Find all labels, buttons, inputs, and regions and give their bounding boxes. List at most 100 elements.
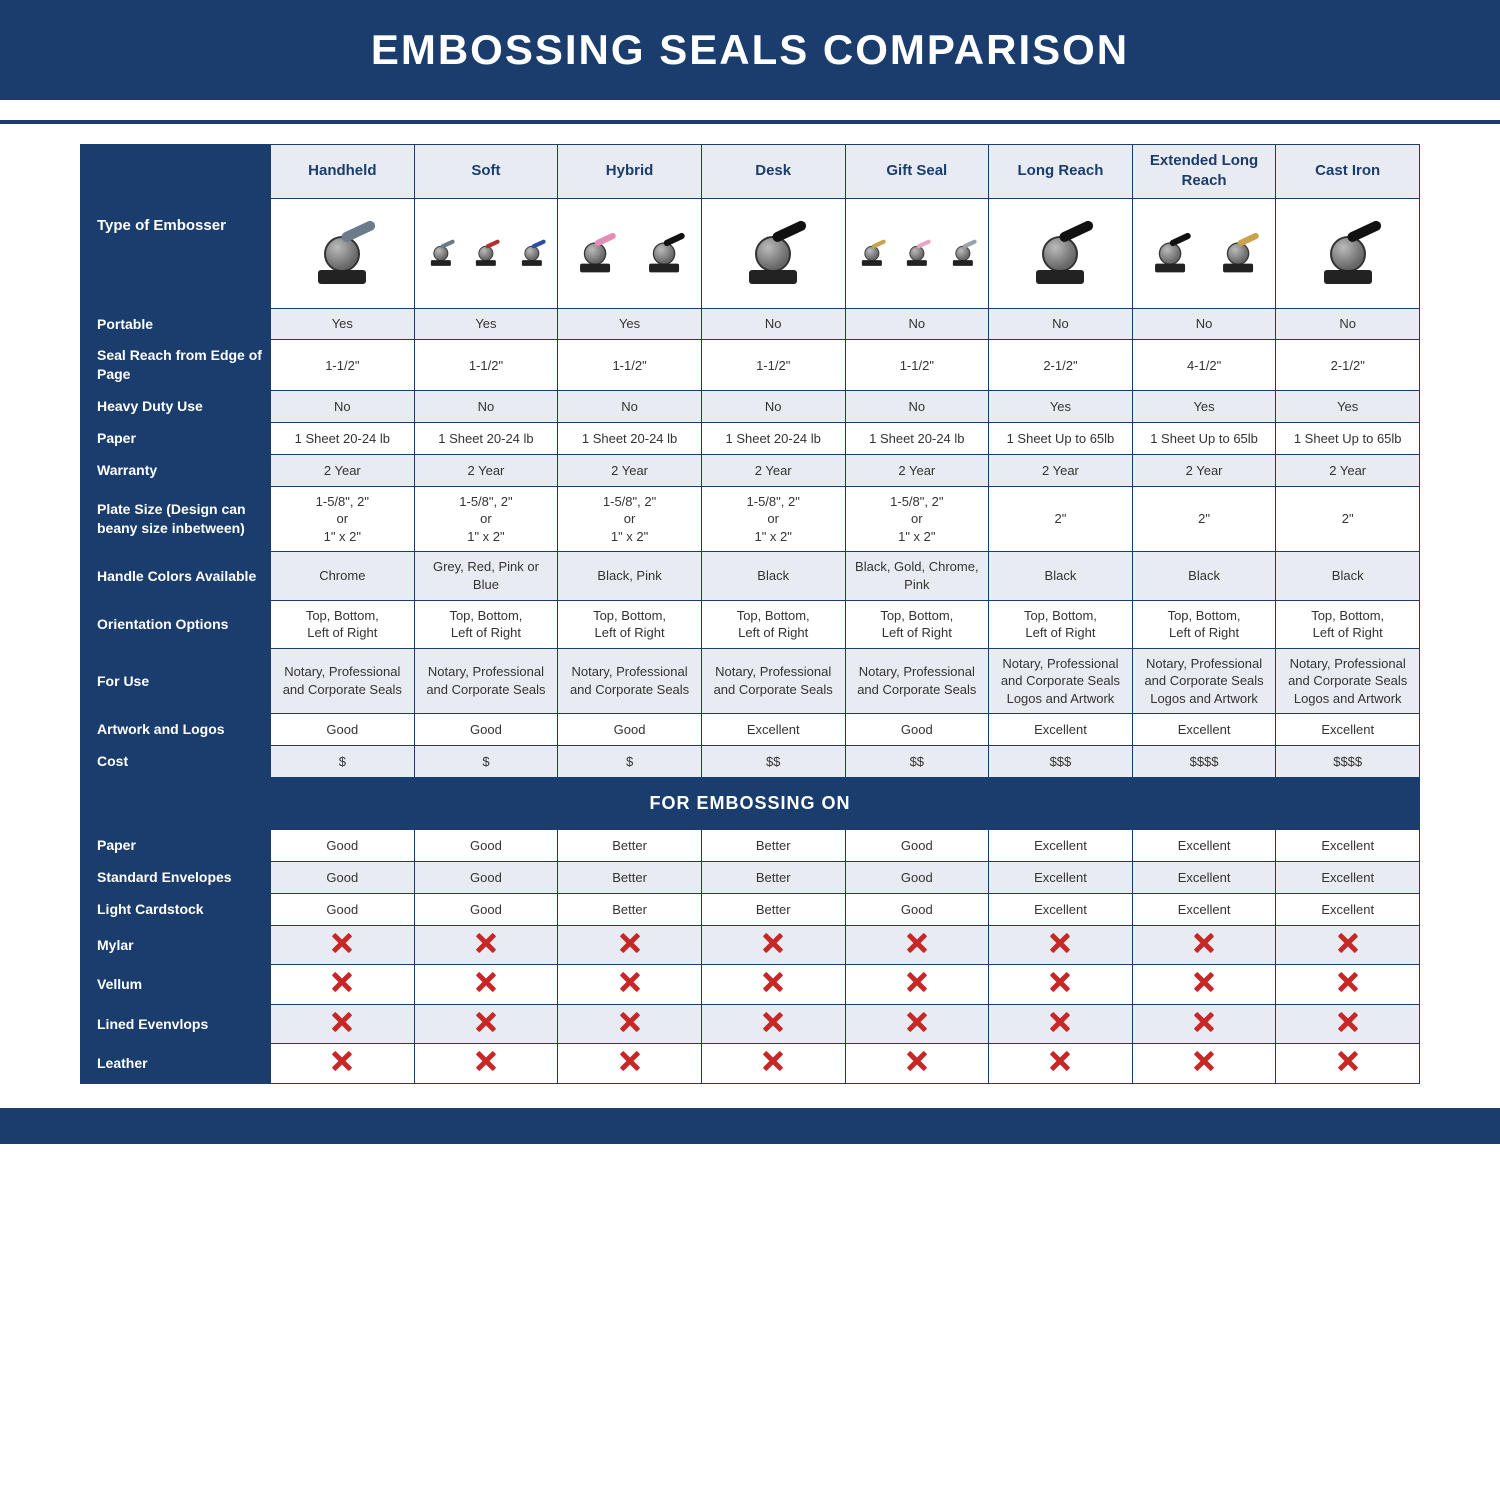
- cell: No: [701, 308, 845, 340]
- cell: Good: [271, 893, 415, 925]
- table-row: Mylar: [81, 925, 1420, 965]
- cell: $$$$: [1276, 746, 1420, 778]
- col-header: Cast Iron: [1276, 145, 1420, 199]
- table-row: Lined Evenvlops: [81, 1004, 1420, 1044]
- row-header: Light Cardstock: [81, 893, 271, 925]
- table-row: Orientation Options Top, Bottom,Left of R…: [81, 600, 1420, 648]
- not-supported-icon: [331, 971, 353, 993]
- cell: [414, 1004, 558, 1044]
- not-supported-icon: [331, 932, 353, 954]
- cell: Yes: [989, 391, 1133, 423]
- cell: [845, 965, 989, 1005]
- cell: [271, 925, 415, 965]
- cell: 1-1/2": [701, 340, 845, 391]
- not-supported-icon: [906, 971, 928, 993]
- not-supported-icon: [1193, 1011, 1215, 1033]
- table-row: Light CardstockGoodGoodBetterBetterGoodE…: [81, 893, 1420, 925]
- cell: Top, Bottom,Left of Right: [1276, 600, 1420, 648]
- not-supported-icon: [1337, 932, 1359, 954]
- cell: 2 Year: [1132, 454, 1276, 486]
- cell: Better: [558, 893, 702, 925]
- table-row: Handle Colors AvailableChromeGrey, Red, …: [81, 552, 1420, 600]
- cell: [845, 1044, 989, 1084]
- embosser-icon: [1149, 231, 1190, 275]
- cell: Excellent: [1276, 861, 1420, 893]
- cell: Good: [271, 861, 415, 893]
- cell: Notary, Professional and Corporate Seals: [558, 648, 702, 714]
- not-supported-icon: [475, 1011, 497, 1033]
- cell: [414, 925, 558, 965]
- cell: Black: [1132, 552, 1276, 600]
- product-image-cell: [989, 198, 1133, 308]
- not-supported-icon: [331, 1050, 353, 1072]
- cell: 1 Sheet 20-24 lb: [701, 423, 845, 455]
- not-supported-icon: [906, 932, 928, 954]
- cell: Chrome: [271, 552, 415, 600]
- cell: Black: [1276, 552, 1420, 600]
- row-header: Seal Reach from Edge of Page: [81, 340, 271, 391]
- cell: Good: [414, 861, 558, 893]
- cell: Good: [845, 830, 989, 862]
- cell: Yes: [271, 308, 415, 340]
- cell: Better: [558, 830, 702, 862]
- product-image-cell: [271, 198, 415, 308]
- cell: Excellent: [1132, 830, 1276, 862]
- embosser-icon: [862, 238, 880, 267]
- cell: Better: [701, 830, 845, 862]
- cell: [1132, 1044, 1276, 1084]
- cell: 2-1/2": [1276, 340, 1420, 391]
- spacer: [0, 1084, 1500, 1108]
- cell: 1 Sheet 20-24 lb: [271, 423, 415, 455]
- cell: 2 Year: [414, 454, 558, 486]
- table-row: Paper1 Sheet 20-24 lb1 Sheet 20-24 lb1 S…: [81, 423, 1420, 455]
- not-supported-icon: [1193, 932, 1215, 954]
- table-row: Artwork and LogosGoodGoodGoodExcellentGo…: [81, 714, 1420, 746]
- comparison-table-wrap: Type of EmbosserHandheldSoftHybridDeskGi…: [80, 144, 1420, 1084]
- cell: 1-5/8", 2"or1" x 2": [558, 486, 702, 552]
- cell: 1-5/8", 2"or1" x 2": [701, 486, 845, 552]
- row-header: Portable: [81, 308, 271, 340]
- cell: No: [701, 391, 845, 423]
- cell: 2": [1276, 486, 1420, 552]
- col-header: Hybrid: [558, 145, 702, 199]
- not-supported-icon: [762, 1011, 784, 1033]
- cell: Good: [414, 830, 558, 862]
- row-header: For Use: [81, 648, 271, 714]
- cell: No: [1276, 308, 1420, 340]
- row-header: Orientation Options: [81, 600, 271, 648]
- embosser-icon: [431, 238, 449, 267]
- cell: Excellent: [1132, 893, 1276, 925]
- embosser-icon: [953, 238, 971, 267]
- cell: $$$: [989, 746, 1133, 778]
- cell: Excellent: [1276, 893, 1420, 925]
- cell: [701, 1004, 845, 1044]
- cell: [701, 965, 845, 1005]
- cell: Top, Bottom,Left of Right: [989, 600, 1133, 648]
- col-header: Gift Seal: [845, 145, 989, 199]
- cell: [1276, 925, 1420, 965]
- bottom-bar: [0, 1108, 1500, 1144]
- cell: Notary, Professional and Corporate Seals: [414, 648, 558, 714]
- cell: $$: [845, 746, 989, 778]
- cell: [845, 925, 989, 965]
- col-header: Soft: [414, 145, 558, 199]
- cell: Good: [271, 830, 415, 862]
- cell: [989, 925, 1133, 965]
- cell: [989, 965, 1133, 1005]
- cell: No: [989, 308, 1133, 340]
- table-row: Standard EnvelopesGoodGoodBetterBetterGo…: [81, 861, 1420, 893]
- cell: $: [271, 746, 415, 778]
- cell: 2 Year: [558, 454, 702, 486]
- embosser-icon: [522, 238, 540, 267]
- cell: [1132, 965, 1276, 1005]
- cell: [558, 965, 702, 1005]
- cell: Good: [558, 714, 702, 746]
- cell: Excellent: [989, 893, 1133, 925]
- embosser-icon: [1025, 218, 1095, 288]
- embosser-icon: [738, 218, 808, 288]
- cell: Yes: [558, 308, 702, 340]
- table-row: Seal Reach from Edge of Page 1-1/2"1-1/2"…: [81, 340, 1420, 391]
- cell: 1-1/2": [845, 340, 989, 391]
- cell: Excellent: [989, 830, 1133, 862]
- cell: Good: [414, 714, 558, 746]
